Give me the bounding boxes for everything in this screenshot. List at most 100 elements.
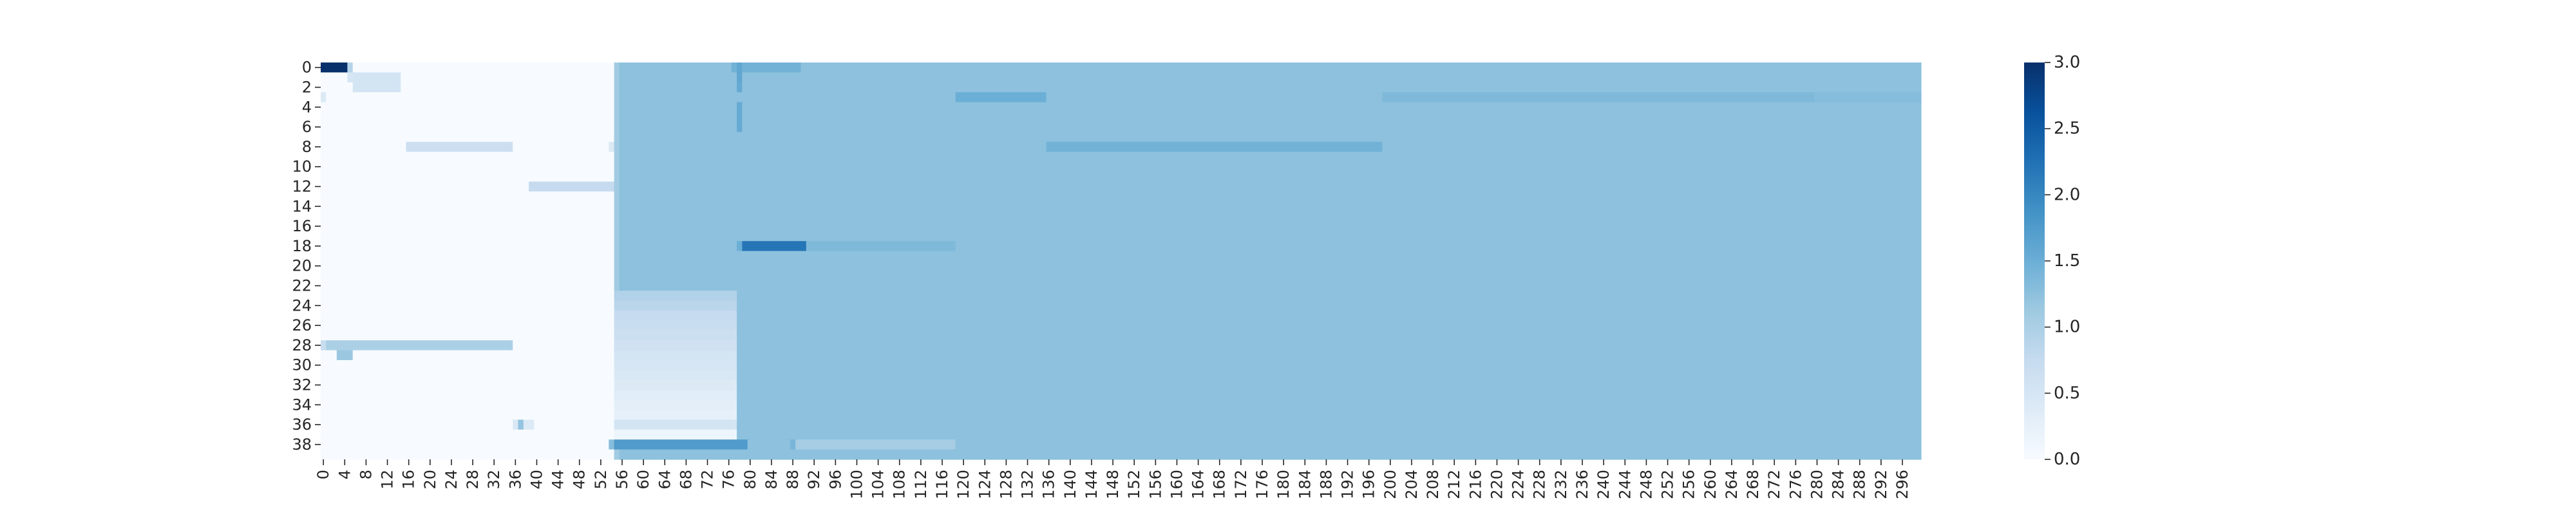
colorbar-tick-label: 2.0 [2054, 185, 2080, 204]
x-tick-label: 144 [1083, 470, 1101, 499]
x-tick-label: 204 [1403, 470, 1421, 499]
heatmap-cell [614, 410, 737, 420]
heatmap-cell [806, 241, 956, 252]
heatmap-cell [321, 360, 615, 370]
heatmap-cell [321, 221, 615, 232]
x-tick-label: 228 [1531, 470, 1549, 499]
y-tick-label: 38 [292, 436, 312, 454]
heatmap-cell [352, 350, 615, 361]
x-tick-label: 124 [976, 470, 994, 499]
heatmap-cell [614, 449, 620, 460]
heatmap-cell [614, 72, 620, 83]
y-tick-label: 6 [302, 118, 312, 136]
x-tick-label: 112 [912, 470, 930, 499]
heatmap-cell [614, 201, 620, 212]
heatmap-cell [731, 62, 737, 73]
y-tick-label: 14 [292, 197, 312, 215]
heatmap-cell [321, 271, 615, 282]
heatmap-cell [614, 92, 620, 103]
colorbar-tick-label: 2.5 [2054, 119, 2080, 139]
x-tick-label: 84 [762, 470, 781, 490]
heatmap-cell [321, 82, 354, 93]
x-tick-label: 216 [1466, 470, 1484, 499]
heatmap-cell [737, 360, 1922, 370]
heatmap-cell [321, 449, 615, 460]
heatmap-cell [614, 399, 737, 410]
heatmap-cell [1814, 92, 1922, 103]
heatmap-cell [614, 330, 737, 341]
heatmap-cell [609, 439, 615, 450]
heatmap-cells [321, 62, 1922, 460]
heatmap-cell [321, 122, 615, 133]
heatmap-cell [523, 419, 535, 430]
heatmap-cell [321, 370, 615, 381]
heatmap-cell [321, 261, 615, 271]
heatmap-cell [352, 72, 401, 83]
heatmap-cell [619, 142, 1047, 153]
x-tick-label: 188 [1317, 470, 1335, 499]
x-tick-label: 36 [506, 470, 524, 490]
heatmap-cell [737, 112, 743, 122]
heatmap-cell [321, 379, 615, 390]
x-tick-label: 280 [1808, 470, 1826, 499]
heatmap-cell [614, 419, 737, 430]
heatmap-cell [614, 62, 620, 73]
heatmap-cell [619, 122, 737, 133]
y-tick-label: 8 [302, 138, 312, 156]
heatmap-cell [742, 82, 1922, 93]
heatmap-cell [614, 360, 737, 370]
heatmap-cell [619, 112, 737, 122]
y-tick-label: 22 [292, 277, 312, 295]
x-tick-label: 156 [1146, 470, 1164, 499]
x-tick-label: 180 [1274, 470, 1293, 499]
x-tick-label: 80 [741, 470, 759, 490]
heatmap-cell [406, 142, 513, 153]
heatmap-cell [614, 221, 620, 232]
heatmap-cell [336, 350, 354, 361]
x-tick-label: 68 [677, 470, 695, 490]
x-tick-label: 108 [891, 470, 909, 499]
heatmap-cell [614, 311, 737, 321]
heatmap-cell [619, 72, 737, 83]
heatmap-cell [321, 350, 337, 361]
heatmap-cell [619, 280, 1922, 291]
heatmap-cell [352, 82, 401, 93]
heatmap-cell [742, 72, 1922, 83]
x-tick-label: 128 [997, 470, 1015, 499]
x-tick-label: 244 [1616, 470, 1634, 499]
heatmap-cell [401, 72, 615, 83]
heatmap-cell [321, 62, 348, 73]
heatmap-cell [321, 241, 615, 252]
x-tick-label: 268 [1744, 470, 1762, 499]
heatmap-cell [1046, 142, 1383, 153]
heatmap-cell [614, 181, 620, 192]
heatmap-cell [790, 439, 796, 450]
x-tick-label: 116 [933, 470, 951, 499]
y-tick-label: 32 [292, 376, 312, 394]
heatmap-cell [737, 379, 1922, 390]
heatmap-cell [534, 419, 615, 430]
heatmap-cell [737, 122, 743, 133]
colorbar-tick-label: 1.0 [2054, 318, 2080, 337]
x-tick-label: 236 [1573, 470, 1591, 499]
y-tick-label: 4 [302, 98, 312, 116]
heatmap-cell [321, 191, 615, 202]
x-tick-label: 24 [442, 470, 460, 490]
heatmap-cell [321, 112, 615, 122]
heatmap-cell [609, 142, 615, 153]
x-tick-label: 192 [1339, 470, 1357, 499]
heatmap-cell [321, 251, 615, 262]
heatmap-cell [737, 419, 1922, 430]
heatmap-cell [619, 82, 737, 93]
y-tick-label: 0 [302, 59, 312, 77]
x-tick-label: 256 [1680, 470, 1698, 499]
y-tick-label: 30 [292, 356, 312, 374]
x-tick-label: 284 [1830, 470, 1848, 499]
y-tick-label: 20 [292, 257, 312, 275]
heatmap-cell [321, 410, 615, 420]
x-tick-label: 136 [1040, 470, 1058, 499]
x-tick-label: 220 [1488, 470, 1506, 499]
heatmap-cell [614, 379, 737, 390]
y-tick-label: 16 [292, 217, 312, 235]
